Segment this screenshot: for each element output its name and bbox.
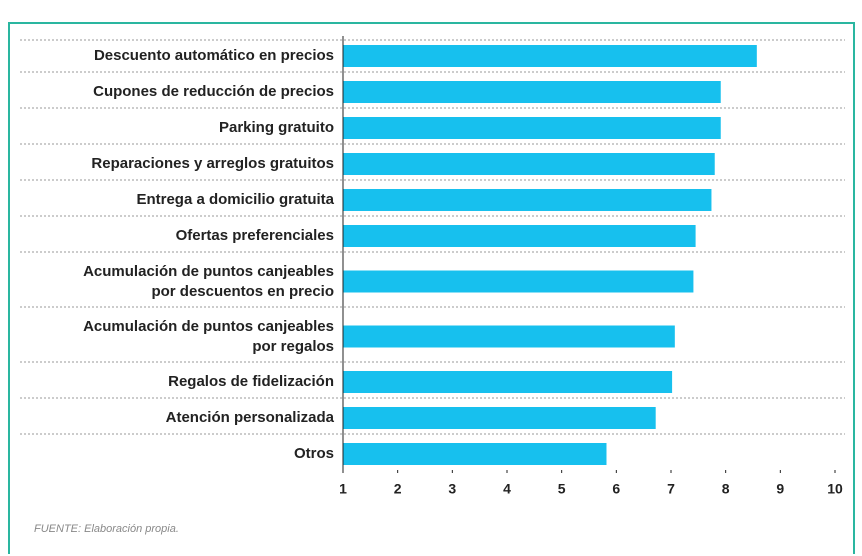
x-tick-label: 10 bbox=[827, 481, 843, 497]
x-tick-label: 8 bbox=[722, 481, 730, 497]
category-label: Reparaciones y arreglos gratuitos bbox=[91, 155, 334, 172]
category-label: Acumulación de puntos canjeables por reg… bbox=[83, 317, 334, 355]
x-tick-label: 1 bbox=[339, 481, 347, 497]
x-tick-label: 3 bbox=[448, 481, 456, 497]
x-tick-label: 6 bbox=[612, 481, 620, 497]
category-label: Cupones de reducción de precios bbox=[93, 83, 334, 100]
category-label: Descuento automático en precios bbox=[93, 47, 334, 64]
bar bbox=[343, 407, 656, 429]
bar bbox=[343, 371, 673, 393]
bar bbox=[343, 117, 721, 139]
category-label: Atención personalizada bbox=[165, 409, 334, 426]
category-label: Regalos de fidelización bbox=[168, 373, 334, 390]
bar bbox=[343, 443, 607, 465]
bar bbox=[343, 225, 696, 247]
category-label: Otros bbox=[293, 445, 334, 462]
bar bbox=[343, 81, 721, 103]
x-tick-label: 4 bbox=[503, 481, 511, 497]
x-tick-label: 7 bbox=[667, 481, 675, 497]
source: FUENTE: Elaboración propia. bbox=[34, 523, 179, 535]
category-label: Parking gratuito bbox=[218, 119, 334, 136]
category-label: Acumulación de puntos canjeables por des… bbox=[83, 262, 334, 300]
x-tick-label: 2 bbox=[394, 481, 402, 497]
bar bbox=[343, 45, 757, 67]
bar bbox=[343, 270, 694, 293]
frame bbox=[8, 22, 855, 554]
category-label: Entrega a domicilio gratuita bbox=[136, 191, 334, 208]
x-tick-label: 9 bbox=[776, 481, 784, 497]
bar bbox=[343, 189, 712, 211]
category-label: Ofertas preferenciales bbox=[175, 227, 334, 244]
bar bbox=[343, 325, 675, 348]
bar bbox=[343, 153, 715, 175]
x-tick-label: 5 bbox=[558, 481, 566, 497]
